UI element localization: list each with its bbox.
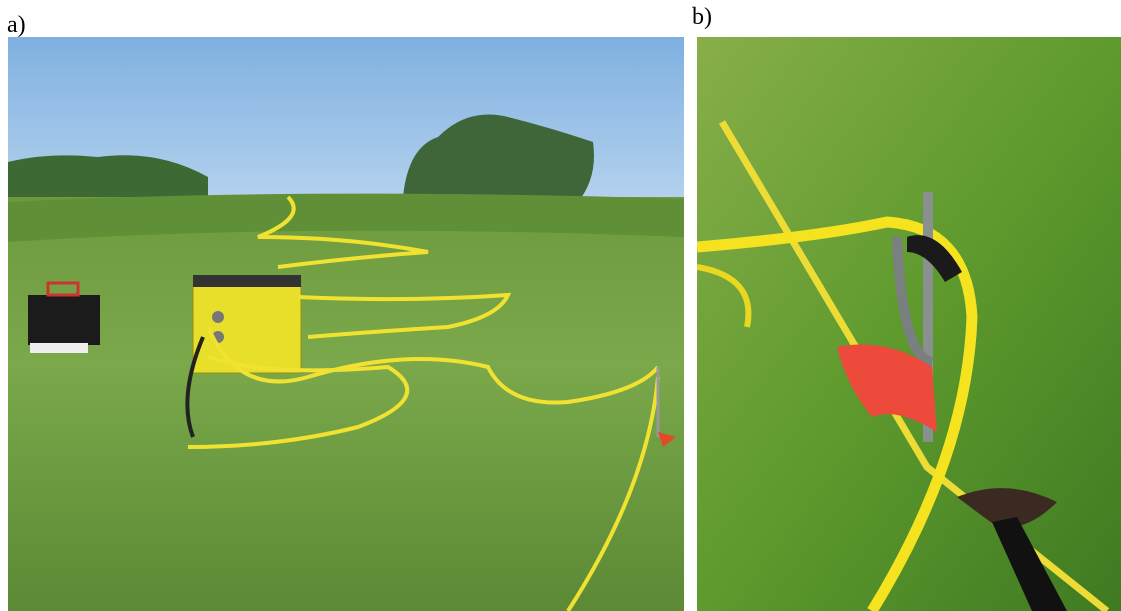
photo-b bbox=[697, 37, 1121, 611]
photo-a bbox=[8, 37, 684, 611]
panel-label: b) bbox=[692, 5, 712, 29]
page: a) b) bbox=[0, 0, 1121, 611]
panel-label: a) bbox=[7, 13, 26, 37]
